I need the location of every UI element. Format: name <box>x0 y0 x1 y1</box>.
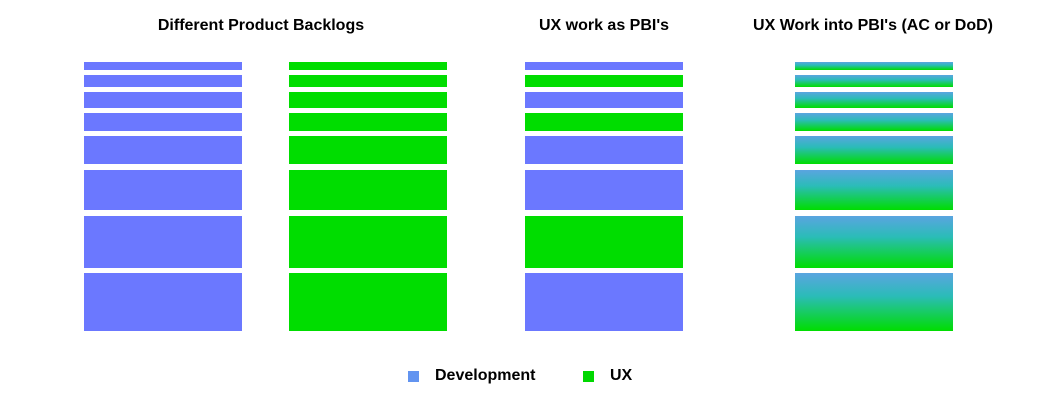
title-different-product-backlogs: Different Product Backlogs <box>157 17 365 34</box>
backlog-column-development <box>84 0 242 400</box>
backlog-item-ux <box>289 216 447 268</box>
backlog-item-ux <box>289 170 447 210</box>
backlog-item-blended <box>795 62 953 70</box>
legend-item-ux: UX <box>583 367 632 385</box>
backlog-item-development <box>84 170 242 210</box>
legend-label-development: Development <box>435 367 536 384</box>
backlog-item-development <box>84 75 242 87</box>
backlog-item-blended <box>795 75 953 87</box>
backlog-item-blended <box>795 170 953 210</box>
title-ux-work-as-pbis: UX work as PBI's <box>538 17 670 34</box>
backlog-item-development <box>84 92 242 108</box>
backlog-item-blended <box>795 216 953 268</box>
backlog-item-ux <box>289 113 447 131</box>
backlog-item-ux <box>289 136 447 164</box>
backlog-item-ux <box>289 92 447 108</box>
backlog-item-blended <box>795 136 953 164</box>
backlog-item-blended <box>795 92 953 108</box>
backlog-item-ux <box>525 113 683 131</box>
backlog-item-blended <box>795 273 953 331</box>
title-ux-work-into-pbis: UX Work into PBI's (AC or DoD) <box>753 17 993 34</box>
backlog-item-ux <box>289 62 447 70</box>
backlog-item-development <box>84 273 242 331</box>
square-swatch-green-icon <box>583 370 594 382</box>
square-swatch-blue-icon <box>408 370 419 382</box>
backlog-item-development <box>525 92 683 108</box>
legend-label-ux: UX <box>610 367 633 384</box>
backlog-item-ux <box>289 75 447 87</box>
backlog-item-development <box>525 136 683 164</box>
backlog-item-development <box>84 136 242 164</box>
backlog-column-ux <box>289 0 447 400</box>
backlog-item-development <box>84 113 242 131</box>
backlog-item-development <box>84 216 242 268</box>
backlog-item-development <box>525 62 683 70</box>
backlog-item-ux <box>525 216 683 268</box>
backlog-column-ux-as-pbis <box>525 0 683 400</box>
legend-item-development: Development <box>408 367 535 385</box>
backlog-column-ux-into-pbis <box>795 0 953 400</box>
backlog-item-blended <box>795 113 953 131</box>
backlog-item-development <box>525 170 683 210</box>
backlog-item-development <box>84 62 242 70</box>
backlog-item-ux <box>289 273 447 331</box>
backlog-item-ux <box>525 75 683 87</box>
backlog-item-development <box>525 273 683 331</box>
